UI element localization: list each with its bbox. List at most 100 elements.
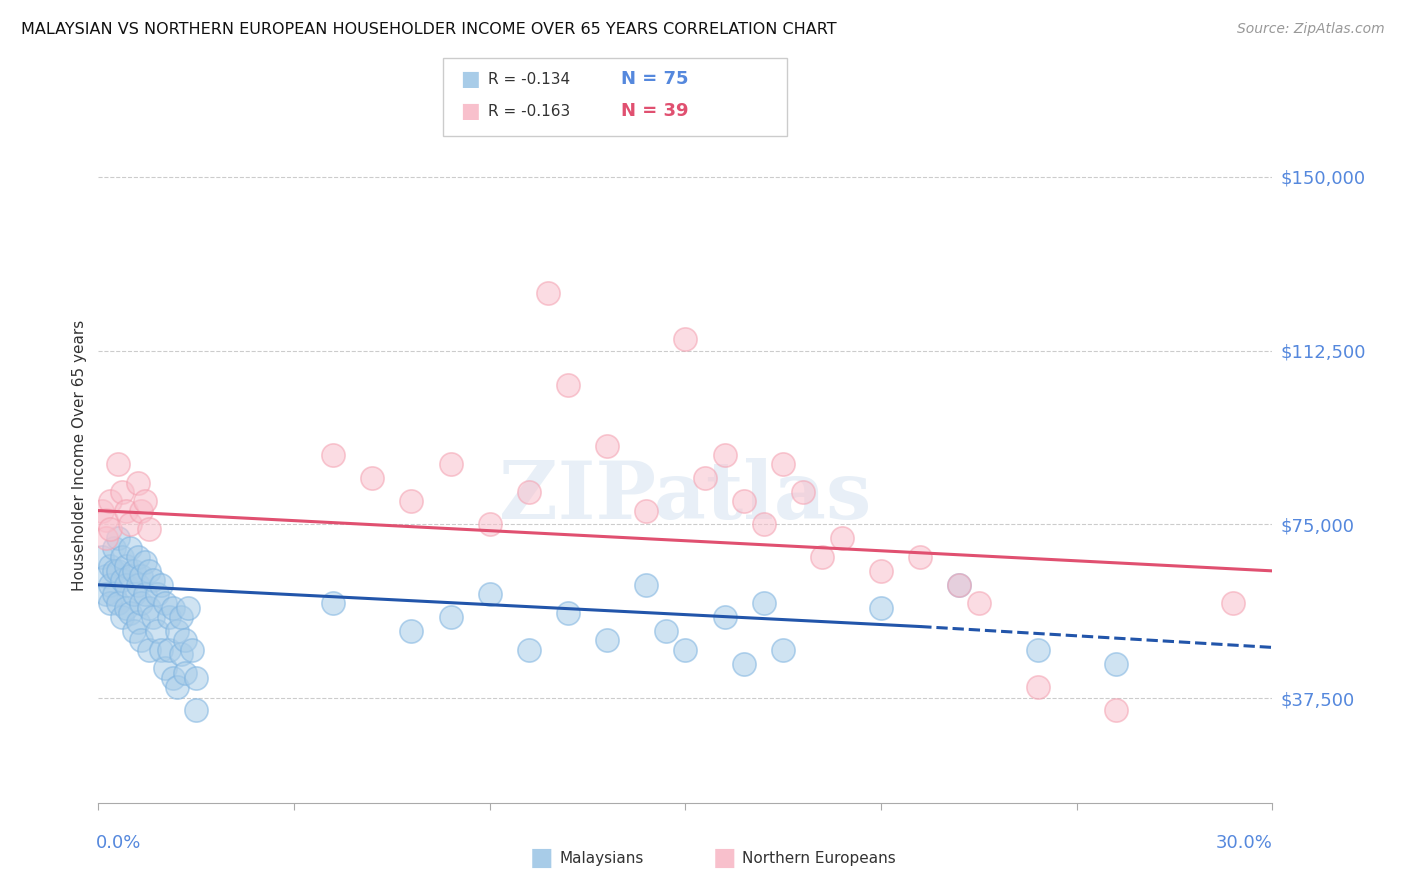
Point [478, 587, 501, 601]
Text: ZIPatlas: ZIPatlas [499, 458, 872, 536]
Text: MALAYSIAN VS NORTHERN EUROPEAN HOUSEHOLDER INCOME OVER 65 YEARS CORRELATION CHAR: MALAYSIAN VS NORTHERN EUROPEAN HOUSEHOLD… [21, 22, 837, 37]
Point [162, 671, 184, 685]
Point [401, 494, 423, 508]
Text: R = -0.134: R = -0.134 [488, 72, 569, 87]
Point [675, 332, 697, 346]
Point [173, 633, 195, 648]
Point [122, 564, 145, 578]
Point [96, 513, 118, 527]
Point [96, 587, 118, 601]
Point [401, 624, 423, 639]
Point [177, 601, 200, 615]
Point [118, 541, 141, 555]
Point [131, 596, 153, 610]
Point [122, 624, 145, 639]
Point [146, 624, 169, 639]
Point [111, 549, 134, 564]
Point [150, 642, 173, 657]
Point [98, 494, 121, 508]
Text: Source: ZipAtlas.com: Source: ZipAtlas.com [1237, 22, 1385, 37]
Point [157, 642, 180, 657]
Point [910, 549, 932, 564]
Point [134, 555, 156, 569]
Point [173, 665, 195, 680]
Point [169, 610, 191, 624]
Point [153, 596, 176, 610]
Point [127, 475, 149, 490]
Point [118, 568, 141, 582]
Point [713, 610, 735, 624]
Point [440, 457, 463, 471]
Point [517, 485, 540, 500]
Point [122, 587, 145, 601]
Point [1105, 703, 1128, 717]
Point [870, 601, 893, 615]
Point [537, 285, 560, 300]
Point [169, 648, 191, 662]
Point [157, 610, 180, 624]
Point [596, 439, 619, 453]
Point [636, 503, 658, 517]
Text: N = 39: N = 39 [621, 103, 689, 120]
Point [131, 633, 153, 648]
Point [131, 503, 153, 517]
Point [811, 549, 834, 564]
Point [166, 624, 188, 639]
Point [361, 471, 384, 485]
Point [98, 578, 121, 592]
Text: 30.0%: 30.0% [1216, 834, 1272, 852]
Point [181, 642, 204, 657]
Point [478, 517, 501, 532]
Point [114, 503, 136, 517]
Point [131, 568, 153, 582]
Point [440, 610, 463, 624]
Point [675, 642, 697, 657]
Point [752, 596, 775, 610]
Text: Malaysians: Malaysians [560, 851, 644, 865]
Point [772, 457, 794, 471]
Point [142, 573, 165, 587]
Point [107, 457, 129, 471]
Point [733, 657, 755, 671]
Point [792, 485, 814, 500]
Point [1026, 642, 1049, 657]
Point [557, 606, 579, 620]
Point [322, 448, 344, 462]
Point [107, 596, 129, 610]
Point [636, 578, 658, 592]
Point [752, 517, 775, 532]
Point [114, 601, 136, 615]
Point [138, 601, 160, 615]
Point [596, 633, 619, 648]
Point [772, 642, 794, 657]
Point [517, 642, 540, 657]
Text: ■: ■ [713, 847, 735, 870]
Point [166, 680, 188, 694]
Point [948, 578, 970, 592]
Text: ■: ■ [460, 102, 479, 121]
Point [733, 494, 755, 508]
Point [150, 578, 173, 592]
Point [1026, 680, 1049, 694]
Point [103, 541, 125, 555]
Point [146, 587, 169, 601]
Point [91, 503, 114, 517]
Point [114, 559, 136, 574]
Point [134, 494, 156, 508]
Point [153, 661, 176, 675]
Point [103, 587, 125, 601]
Point [713, 448, 735, 462]
Point [1105, 657, 1128, 671]
Point [948, 578, 970, 592]
Point [142, 610, 165, 624]
Point [114, 578, 136, 592]
Point [186, 703, 208, 717]
Point [103, 564, 125, 578]
Point [111, 573, 134, 587]
Point [96, 568, 118, 582]
Point [831, 532, 853, 546]
Point [138, 642, 160, 657]
Point [107, 564, 129, 578]
Point [118, 517, 141, 532]
Text: ■: ■ [460, 70, 479, 89]
